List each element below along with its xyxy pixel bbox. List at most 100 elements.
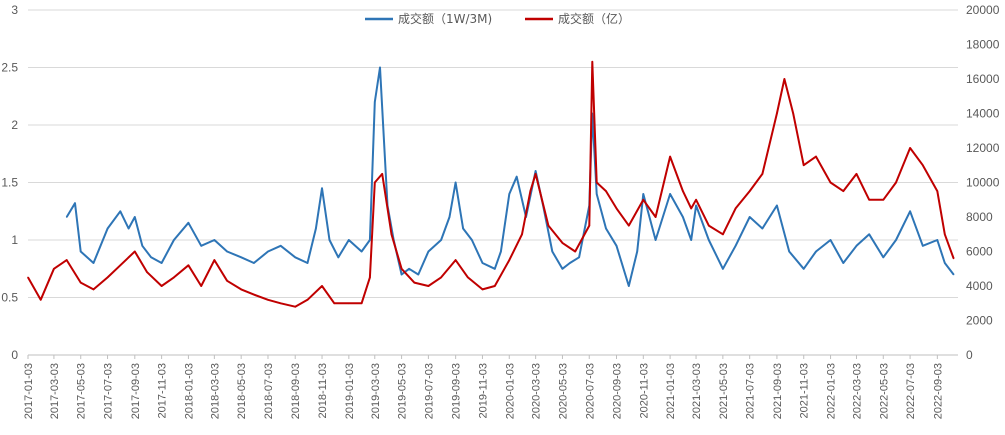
x-tick-label: 2020-09-03 — [612, 363, 624, 419]
left-y-tick-label: 3 — [11, 3, 18, 17]
data-point — [591, 61, 594, 63]
series-line-trading-ratio — [65, 66, 955, 287]
data-point — [842, 190, 845, 192]
data-point — [369, 276, 371, 279]
data-point — [669, 155, 671, 158]
x-tick-label: 2017-07-03 — [103, 363, 115, 419]
data-point — [306, 299, 309, 301]
data-point — [65, 259, 68, 261]
data-point — [708, 224, 710, 227]
data-point — [119, 210, 122, 213]
data-point — [427, 250, 430, 253]
data-point — [776, 112, 778, 115]
data-point — [695, 204, 697, 207]
data-point — [348, 239, 350, 241]
data-point — [761, 227, 764, 230]
data-point — [279, 302, 282, 305]
x-tick-label: 2020-01-03 — [504, 363, 516, 419]
data-point — [337, 256, 340, 259]
data-point — [578, 256, 580, 259]
data-point — [802, 268, 805, 270]
data-point — [146, 271, 148, 274]
data-point — [106, 227, 109, 230]
data-point — [708, 239, 710, 241]
data-point — [381, 173, 384, 175]
data-point — [471, 239, 473, 241]
data-point — [690, 239, 692, 241]
data-point — [748, 190, 751, 192]
data-point — [829, 239, 832, 241]
right-y-tick-label: 14000 — [966, 107, 1000, 121]
data-point — [922, 164, 924, 166]
data-point — [400, 268, 403, 270]
data-point — [448, 216, 451, 218]
data-point — [748, 216, 751, 218]
x-tick-label: 2020-11-03 — [638, 363, 650, 418]
legend-label-trading-volume: 成交额（亿） — [558, 11, 630, 26]
data-point — [400, 273, 403, 276]
data-point — [240, 256, 242, 259]
data-point — [842, 262, 845, 264]
data-point — [328, 239, 331, 241]
data-point — [855, 245, 858, 247]
x-tick-label: 2021-01-03 — [665, 363, 677, 419]
x-tick-label: 2022-05-03 — [878, 363, 890, 419]
data-point — [200, 245, 202, 247]
data-point — [127, 227, 130, 230]
left-y-tick-label: 2.5 — [1, 61, 18, 75]
x-tick-label: 2021-05-03 — [718, 363, 730, 419]
x-tick-label: 2017-09-03 — [130, 363, 142, 419]
right-y-tick-label: 16000 — [966, 72, 1000, 86]
data-point — [360, 302, 363, 305]
data-point — [74, 202, 76, 204]
data-point — [895, 181, 897, 184]
right-y-tick-label: 20000 — [966, 3, 1000, 17]
data-point — [922, 245, 924, 247]
data-point — [521, 233, 523, 236]
data-point — [654, 216, 657, 218]
x-tick-label: 2018-09-03 — [290, 363, 302, 419]
x-tick-label: 2022-01-03 — [826, 363, 838, 419]
data-point — [39, 299, 42, 301]
data-point — [936, 190, 939, 192]
data-point — [669, 193, 671, 195]
data-point — [561, 242, 564, 244]
data-point — [253, 293, 255, 296]
data-point — [628, 224, 630, 227]
data-point — [588, 224, 591, 227]
right-y-tick-label: 18000 — [966, 38, 1000, 52]
data-point — [467, 276, 469, 279]
right-y-tick-label: 6000 — [966, 245, 993, 259]
data-point — [895, 239, 897, 241]
data-point — [390, 233, 393, 236]
data-point — [348, 302, 350, 305]
data-point — [427, 285, 430, 287]
data-point — [500, 250, 502, 253]
left-y-tick-label: 2 — [11, 118, 18, 132]
x-tick-label: 2021-09-03 — [772, 363, 784, 419]
data-point — [494, 268, 496, 270]
x-tick-label: 2017-01-03 — [23, 363, 35, 419]
data-point — [200, 285, 202, 287]
x-tick-label: 2017-03-03 — [49, 363, 61, 419]
x-tick-label: 2018-07-03 — [263, 363, 275, 419]
legend: 成交额（1W/3M) 成交额（亿） — [365, 11, 630, 26]
data-point — [868, 199, 870, 201]
x-tick-label: 2021-03-03 — [691, 363, 703, 419]
data-point — [440, 239, 442, 241]
data-point — [481, 262, 484, 264]
data-point — [315, 227, 317, 230]
data-point — [534, 170, 537, 172]
data-point — [574, 250, 576, 253]
data-point — [119, 264, 122, 267]
data-point — [761, 173, 764, 175]
data-point — [605, 227, 607, 230]
data-point — [829, 181, 832, 184]
data-point — [534, 173, 537, 175]
series-lines — [27, 60, 955, 308]
data-point — [141, 245, 144, 247]
data-point — [462, 227, 464, 230]
data-point — [952, 273, 955, 276]
x-tick-label: 2020-07-03 — [584, 363, 596, 419]
data-point — [294, 256, 297, 259]
